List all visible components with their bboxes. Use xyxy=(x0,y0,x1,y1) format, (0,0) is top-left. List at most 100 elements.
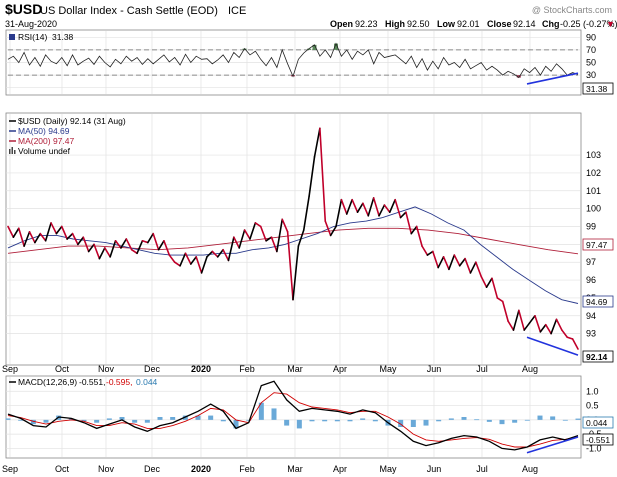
macd-histogram-bar xyxy=(372,419,378,422)
macd-histogram-bar xyxy=(461,417,467,420)
ma50-line xyxy=(7,206,579,304)
price-segment xyxy=(238,229,246,249)
chg-value: -0.25 (-0.27%) xyxy=(560,19,617,29)
rsi-y-tick: 30 xyxy=(586,70,596,80)
macd-line xyxy=(7,380,579,451)
x-tick-label: Dec xyxy=(144,464,161,474)
chart-date: 31-Aug-2020 xyxy=(5,19,57,29)
price-segment xyxy=(480,275,488,289)
price-segment xyxy=(227,236,235,262)
macd-histogram-bar xyxy=(398,419,404,427)
ma50-value-tag: 94.69 xyxy=(582,295,614,308)
price-segment xyxy=(362,202,370,217)
ma50-tag-text: 94.69 xyxy=(586,297,608,307)
macd-histogram-bar xyxy=(550,416,556,420)
price-segment xyxy=(534,314,542,333)
macd-histogram-bar xyxy=(106,418,112,420)
price-segment xyxy=(329,225,337,237)
price-segment xyxy=(71,232,79,246)
price-segment xyxy=(372,197,380,217)
price-legend: $USD (Daily) 92.14 (31 Aug) MA(50) 94.69… xyxy=(9,116,126,156)
macd-legend: MACD(12,26,9) -0.551, -0.595, 0.044 xyxy=(9,377,158,387)
price-segment xyxy=(55,225,63,235)
price-segment xyxy=(23,231,31,247)
x-tick-label: May xyxy=(379,464,397,474)
price-segment xyxy=(432,250,439,269)
x-tick-label: Jul xyxy=(476,464,488,474)
price-segment xyxy=(39,232,47,242)
price-segment xyxy=(485,277,493,289)
price-segment xyxy=(324,220,332,237)
price-segment xyxy=(93,243,101,260)
rsi-legend: RSI(14) 31.38 xyxy=(9,32,74,42)
price-segment xyxy=(163,239,171,256)
price-y-tick: 103 xyxy=(586,150,601,160)
price-segment xyxy=(555,318,563,331)
price-segment xyxy=(82,236,90,253)
macd-histogram-bar xyxy=(157,417,163,420)
macd-histogram-bar xyxy=(448,418,454,420)
price-segment xyxy=(103,247,111,258)
price-segment xyxy=(222,248,230,262)
symbol: $USD xyxy=(5,1,42,17)
ma200-line xyxy=(7,227,579,255)
rsi-legend-prefix: RSI(14) xyxy=(18,32,47,42)
macd-y-tick: 1.0 xyxy=(586,386,599,396)
price-trend-line xyxy=(526,336,579,356)
x-tick-label: Apr xyxy=(333,464,347,474)
macd-y-tick: 0.5 xyxy=(586,401,599,411)
open-value: 92.23 xyxy=(355,19,378,29)
macd-histogram-bar xyxy=(360,418,366,420)
price-segment xyxy=(512,309,520,331)
x-tick-label: Aug xyxy=(522,364,538,374)
price-segment xyxy=(77,236,85,246)
price-segment xyxy=(437,256,445,269)
macd-histogram-bar xyxy=(144,419,150,423)
macd-histogram-bar xyxy=(30,419,36,425)
macd-histogram-bar xyxy=(132,419,138,423)
macd-histogram-bar xyxy=(334,419,340,422)
quote-line: Open 92.23 High 92.50 Low 92.01 Close 92… xyxy=(330,19,617,29)
price-segment xyxy=(233,236,241,249)
rsi-overbought-fill xyxy=(312,44,317,50)
price-segment xyxy=(211,250,219,258)
credit: @ StockCharts.com xyxy=(532,5,612,15)
macd-y-tick: -1.0 xyxy=(586,443,602,453)
macd-histogram-bar xyxy=(322,419,328,422)
price-segment xyxy=(464,257,472,274)
price-segment xyxy=(518,309,526,331)
price-segment xyxy=(270,236,278,253)
open-label: Open xyxy=(330,19,353,29)
price-segment xyxy=(383,204,391,214)
rsi-overbought-fill xyxy=(307,48,312,50)
price-segment xyxy=(87,243,95,253)
price-segment xyxy=(130,248,138,255)
macd-panel xyxy=(5,375,582,459)
price-segment xyxy=(147,232,154,244)
price-segment xyxy=(254,222,262,228)
x-tick-label: May xyxy=(379,364,397,374)
price-segment xyxy=(243,229,251,240)
legend-volume: Volume undef xyxy=(18,146,71,156)
price-segment xyxy=(421,245,429,256)
legend-ma50: MA(50) 94.69 xyxy=(18,126,70,136)
x-tick-label: Oct xyxy=(55,364,70,374)
close-tag-text: 92.14 xyxy=(586,352,608,362)
price-segment xyxy=(152,232,160,251)
price-segment xyxy=(469,261,477,274)
rsi-y-tick: 90 xyxy=(586,32,596,42)
price-segment xyxy=(200,256,208,274)
rsi-tag-text: 31.38 xyxy=(586,84,608,94)
macd-histogram-bar xyxy=(524,419,530,421)
macd-histogram-bar xyxy=(68,418,74,420)
price-y-tick: 99 xyxy=(586,222,596,232)
price-segment xyxy=(28,231,36,244)
ma200-tag-text: 97.47 xyxy=(586,240,608,250)
macd-histogram-bar xyxy=(233,419,239,429)
x-tick-label: Jun xyxy=(427,464,442,474)
price-segment xyxy=(265,236,273,242)
x-tick-label: Apr xyxy=(333,364,347,374)
macd-histogram-bar xyxy=(474,419,480,421)
macd-histogram-bar xyxy=(423,419,429,426)
